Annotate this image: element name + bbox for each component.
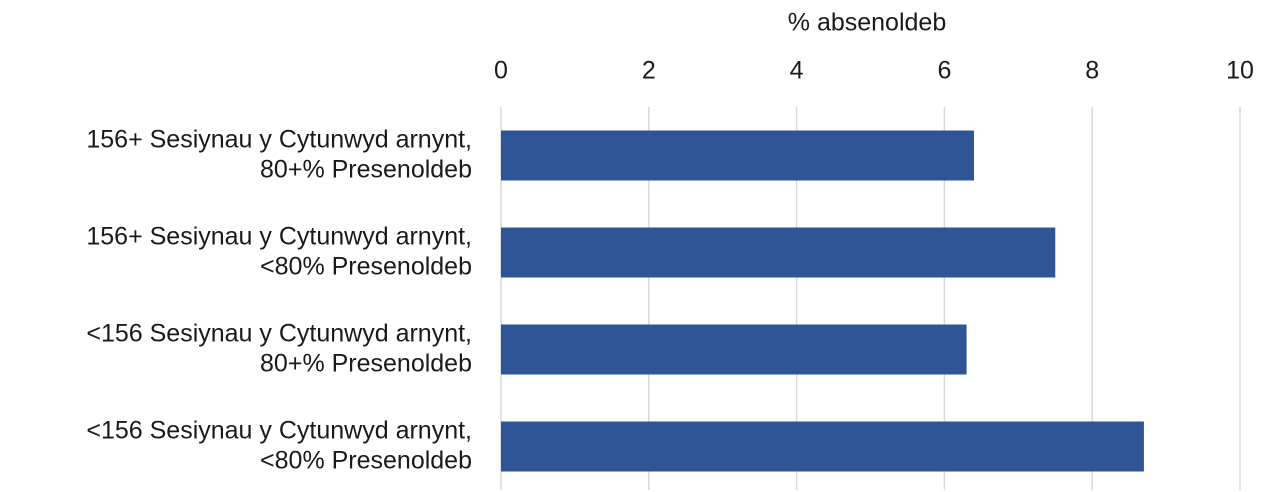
x-tick-label: 10 [1226, 57, 1254, 85]
y-tick-label: <156 Sesiynau y Cytunwyd arnynt, <80% Pre… [86, 416, 472, 474]
bar [501, 324, 967, 375]
x-tick-label: 0 [494, 57, 508, 85]
axis-title: % absenoldeb [788, 9, 946, 37]
y-tick-label: 156+ Sesiynau y Cytunwyd arnynt, 80+% Pre… [86, 125, 472, 183]
x-tick-label: 6 [937, 57, 951, 85]
x-tick-label: 2 [642, 57, 656, 85]
bar [501, 130, 974, 181]
bar [501, 227, 1056, 278]
x-tick-label: 8 [1085, 57, 1099, 85]
y-tick-label: <156 Sesiynau y Cytunwyd arnynt, 80+% Pre… [86, 319, 472, 377]
y-tick-label: 156+ Sesiynau y Cytunwyd arnynt, <80% Pre… [86, 222, 472, 280]
x-tick-label: 4 [790, 57, 804, 85]
bar [501, 421, 1144, 472]
